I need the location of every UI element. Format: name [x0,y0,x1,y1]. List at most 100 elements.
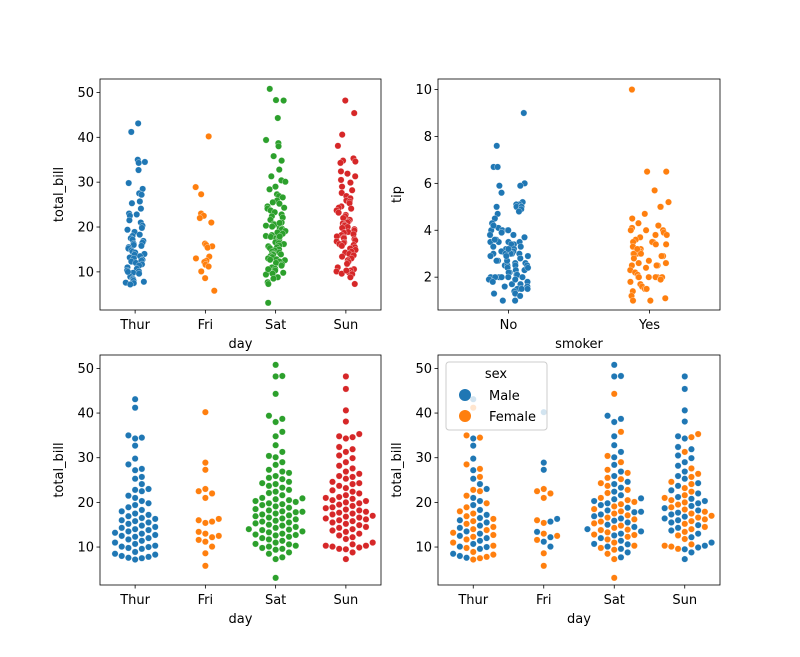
data-point-sun [329,527,336,534]
data-point-sun [369,512,377,520]
data-point-sat [272,418,279,426]
data-point-no [491,236,499,243]
data-point-sun [329,478,336,486]
data-point-fri [208,518,216,525]
data-point-male [469,501,477,509]
data-point-no [516,182,524,190]
data-point-male [674,493,682,501]
data-point-male [681,513,689,521]
data-point-sun [342,499,350,506]
data-point-sat [272,517,279,525]
data-point-yes [658,252,665,260]
data-point-sat [272,574,279,582]
data-point-thur [131,455,139,462]
data-point-female [483,499,490,507]
data-point-sat [285,549,293,556]
data-point-no [486,231,494,239]
data-point-thur [138,497,146,505]
data-point-sun [329,511,336,518]
data-point-sat [265,466,273,474]
data-point-thur [137,205,145,212]
data-point-female [617,500,625,508]
data-point-female [469,517,477,525]
data-point-thur [138,537,146,545]
data-point-sat [272,472,279,480]
data-point-sat [252,497,259,505]
data-point-male [637,528,645,535]
y-tick-label: 50 [415,362,432,377]
data-point-yes [643,285,650,293]
data-point-sun [349,510,356,517]
data-point-yes [655,222,662,229]
data-point-fri [215,532,223,540]
data-point-female [667,478,675,486]
data-point-sat [265,550,273,558]
data-point-sun [342,545,350,553]
data-point-fri [202,494,209,502]
data-point-female [489,551,497,558]
data-point-sat [276,233,284,240]
data-point-female [624,496,632,504]
data-point-male [547,518,554,525]
data-point-sat [272,390,279,398]
data-point-thur [138,465,146,473]
data-point-sat [278,491,286,499]
data-point-fri [202,538,209,546]
data-point-fri [195,536,203,544]
data-point-male [674,524,682,532]
data-point-male [681,418,689,425]
data-point-thur [131,556,139,563]
data-point-sat [278,262,285,269]
data-point-sun [335,452,343,459]
data-point-sun [342,385,350,393]
data-point-male [604,521,611,529]
data-point-thur [125,432,132,439]
data-point-male [610,441,618,449]
data-point-sat [285,496,293,504]
data-point-thur [131,525,139,533]
data-point-sat [276,219,283,227]
data-point-sat [258,494,266,502]
data-point-thur [151,542,159,550]
data-point-sun [335,516,343,524]
data-point-sat [285,541,293,548]
data-point-male [617,530,625,537]
data-point-thur [151,523,159,531]
data-point-male [681,385,689,393]
data-point-female [463,492,470,500]
data-point-thur [131,435,139,442]
data-point-female [604,550,611,558]
data-point-male [681,555,689,563]
data-point-thur [138,242,145,250]
data-point-sat [272,432,279,440]
data-point-sat [272,488,279,496]
data-point-yes [628,215,636,222]
data-point-sun [355,470,363,478]
data-point-female [540,562,548,570]
y-axis-label: total_bill [390,442,405,497]
data-point-no [489,243,497,251]
data-point-sun [355,514,363,521]
data-point-yes [628,86,636,93]
data-point-male [610,453,618,461]
data-point-sun [355,430,363,438]
data-point-female [463,461,470,468]
data-point-fri [202,466,209,474]
data-point-yes [662,240,670,248]
data-point-male [617,468,625,475]
data-point-sun [342,448,350,456]
data-point-sat [285,519,293,526]
data-point-sat [258,526,266,534]
data-point-female [624,486,632,494]
data-point-male [483,485,490,493]
data-point-male [617,448,625,456]
data-point-sun [349,445,356,453]
data-point-thur [138,480,146,488]
data-point-thur [145,499,152,507]
points-1 [122,85,359,307]
data-point-sat [275,166,283,173]
data-point-sun [349,488,356,496]
data-point-sat [269,199,277,206]
data-point-male [456,524,464,532]
data-point-fri [202,459,209,466]
